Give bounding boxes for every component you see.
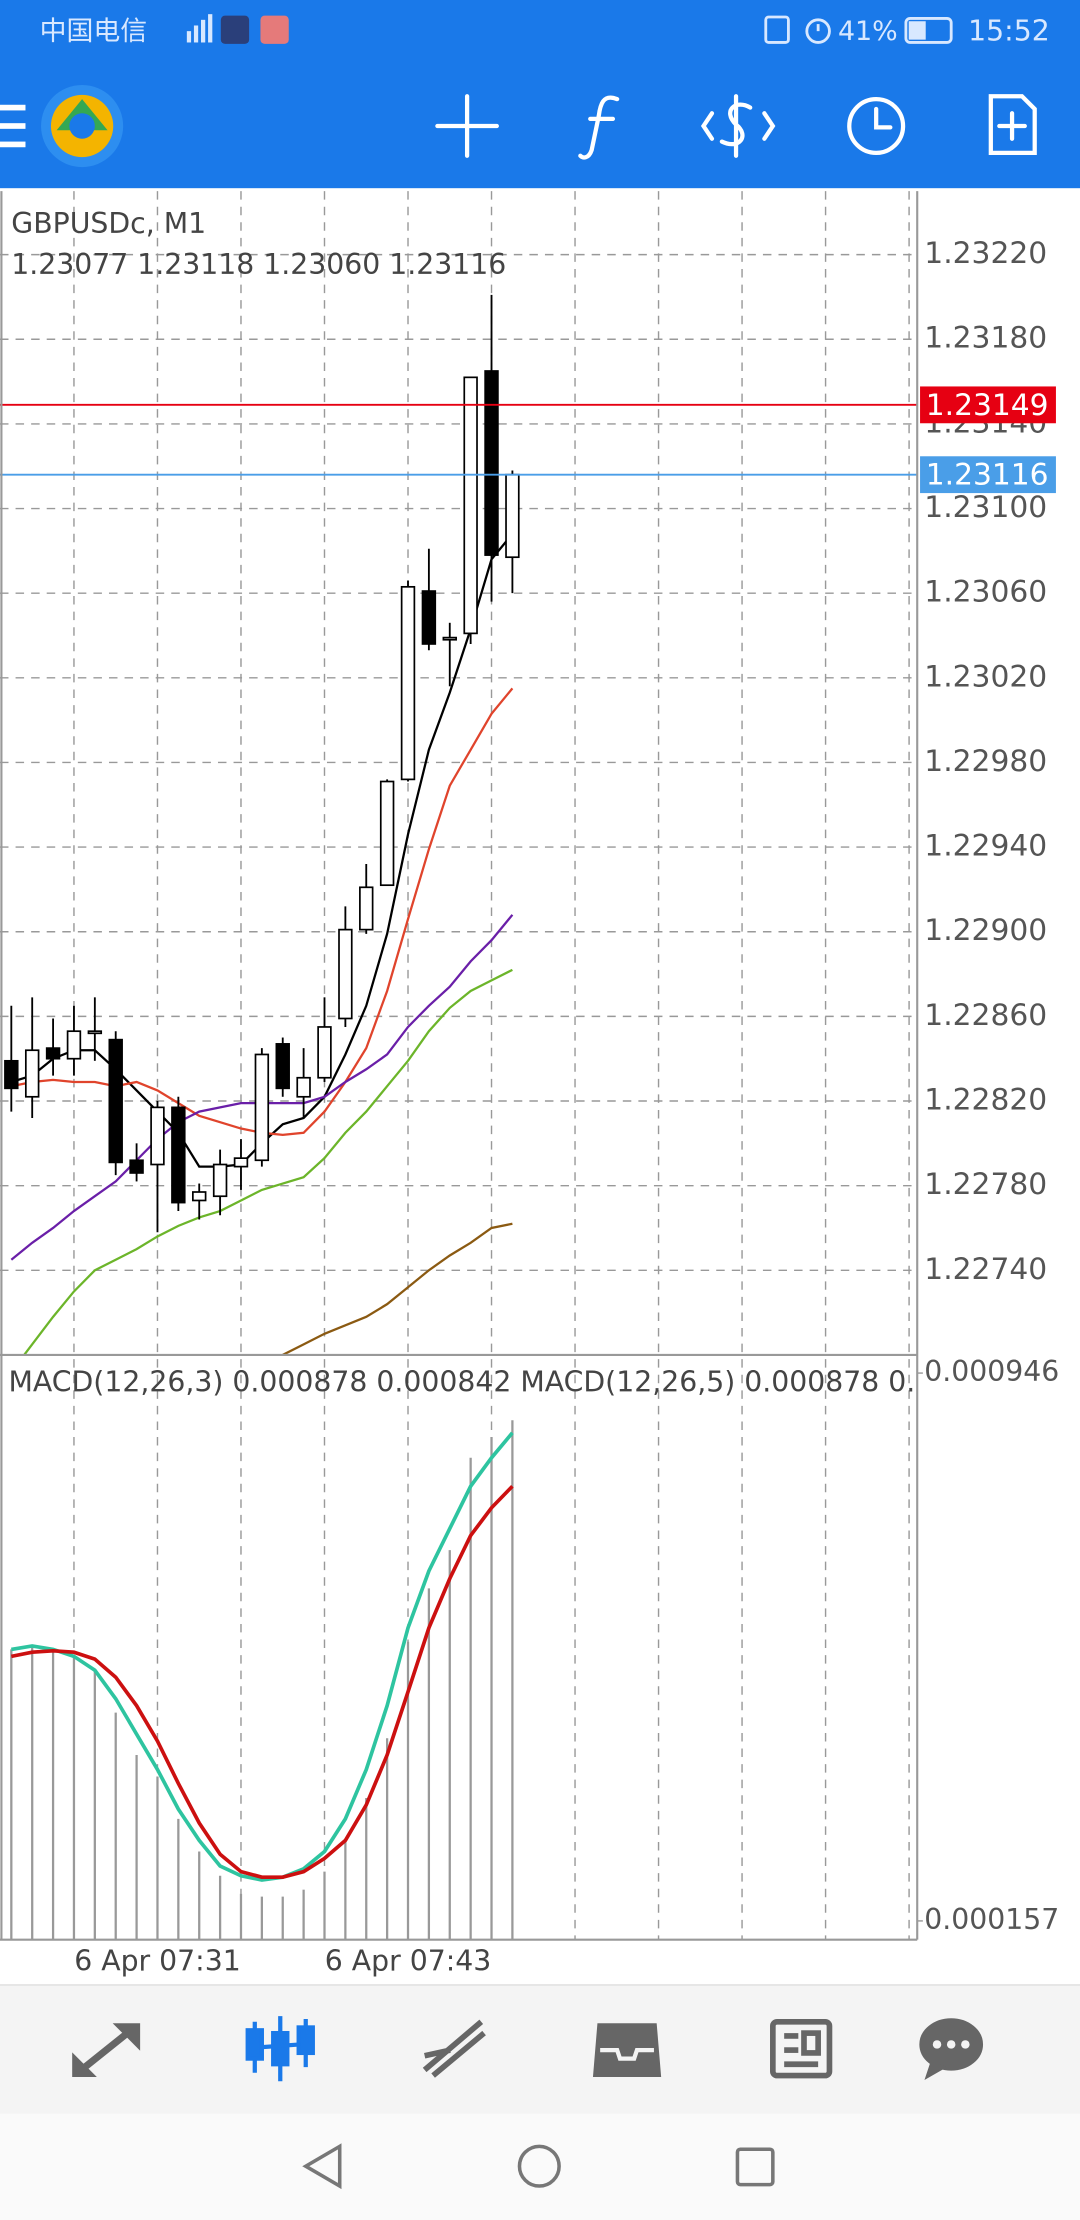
app-icon bbox=[220, 15, 250, 44]
y-tick-label: 1.22980 bbox=[924, 744, 1047, 779]
status-icons bbox=[764, 15, 953, 44]
candle-body bbox=[484, 370, 499, 556]
y-tick-label: 1.23020 bbox=[924, 659, 1047, 694]
price-label: 1.23149 bbox=[926, 388, 1049, 423]
y-tick-label: 1.22820 bbox=[924, 1083, 1047, 1118]
signal-icon bbox=[186, 14, 213, 43]
candle-body bbox=[24, 1049, 40, 1098]
back-button[interactable] bbox=[302, 2143, 342, 2190]
nav-bar bbox=[0, 2113, 1080, 2220]
battery-level bbox=[908, 21, 926, 40]
y-tick-label: 1.22860 bbox=[924, 998, 1047, 1033]
price-label: 1.23116 bbox=[926, 458, 1049, 493]
price-label-box bbox=[920, 386, 1056, 424]
trade-tab[interactable] bbox=[422, 2019, 486, 2078]
macd-title: MACD(12,26,3) 0.000878 0.000842 MACD(12,… bbox=[8, 1365, 915, 1398]
y-tick-label: 0.000157 bbox=[924, 1903, 1059, 1936]
history-button[interactable] bbox=[847, 96, 906, 156]
candle-body bbox=[379, 780, 395, 887]
candle-body bbox=[171, 1106, 186, 1204]
y-tick-label: 1.22900 bbox=[924, 913, 1047, 948]
candle-body bbox=[317, 1026, 332, 1079]
price-label-box bbox=[920, 456, 1056, 494]
candle-body bbox=[338, 928, 353, 1020]
candle-body bbox=[150, 1106, 165, 1166]
candle-body bbox=[129, 1159, 144, 1174]
new-order-button[interactable] bbox=[988, 94, 1037, 156]
y-tick-label: 1.23180 bbox=[924, 321, 1047, 356]
trade-button[interactable] bbox=[700, 94, 776, 158]
candle-body bbox=[212, 1163, 228, 1198]
candle-body bbox=[400, 585, 416, 781]
candle-body bbox=[505, 473, 520, 559]
candle-body bbox=[296, 1076, 311, 1098]
ohlc-summary: 1.23077 1.23118 1.23060 1.23116 bbox=[11, 248, 506, 281]
recents-button[interactable] bbox=[735, 2147, 775, 2187]
candle-body bbox=[87, 1030, 103, 1035]
candle-body bbox=[233, 1157, 249, 1168]
tab-bar bbox=[0, 1984, 1080, 2114]
candle-body bbox=[275, 1043, 290, 1090]
candle-body bbox=[192, 1191, 207, 1202]
x-tick-label: 6 Apr 07:31 bbox=[74, 1944, 240, 1977]
app-header bbox=[0, 0, 1080, 189]
candle-body bbox=[66, 1030, 82, 1060]
y-tick-label: 1.22780 bbox=[924, 1167, 1047, 1202]
carrier: 中国电信 bbox=[40, 16, 148, 47]
indicator-line bbox=[10, 1484, 514, 1880]
candle-body bbox=[108, 1038, 123, 1164]
app-logo[interactable] bbox=[41, 84, 124, 168]
news-tab[interactable] bbox=[770, 2018, 833, 2079]
candle-body bbox=[359, 886, 374, 931]
indicator-line bbox=[11, 1431, 514, 1882]
indicator-line bbox=[22, 968, 513, 1355]
candle-body bbox=[463, 376, 478, 635]
y-tick-label: 1.23060 bbox=[924, 575, 1047, 610]
chart-tab[interactable] bbox=[245, 2016, 315, 2082]
candle-body bbox=[442, 636, 457, 641]
home-button[interactable] bbox=[517, 2144, 561, 2188]
battery: 41% bbox=[838, 16, 898, 47]
app-icon bbox=[260, 15, 289, 44]
y-tick-label: 1.22940 bbox=[924, 829, 1047, 864]
menu-button[interactable] bbox=[0, 104, 26, 148]
indicator-line bbox=[282, 1222, 513, 1355]
candle-body bbox=[421, 590, 437, 645]
y-tick-label: 1.23100 bbox=[924, 490, 1047, 525]
y-tick-label: 1.22740 bbox=[924, 1252, 1047, 1287]
clock: 15:52 bbox=[968, 15, 1050, 48]
y-tick-label: 0.000946 bbox=[924, 1355, 1059, 1388]
indicators-button[interactable] bbox=[578, 95, 620, 160]
candle-body bbox=[4, 1059, 19, 1090]
chart-area bbox=[0, 188, 1080, 1985]
crosshair-button[interactable] bbox=[435, 94, 499, 158]
quotes-tab[interactable] bbox=[72, 2023, 141, 2078]
x-tick-label: 6 Apr 07:43 bbox=[325, 1944, 491, 1977]
candle-body bbox=[254, 1053, 270, 1162]
chat-tab[interactable] bbox=[919, 2018, 984, 2080]
candle-body bbox=[45, 1047, 61, 1060]
y-tick-label: 1.23220 bbox=[924, 236, 1047, 271]
symbol-title: GBPUSDc, M1 bbox=[11, 207, 206, 240]
history-tab[interactable] bbox=[592, 2023, 662, 2078]
